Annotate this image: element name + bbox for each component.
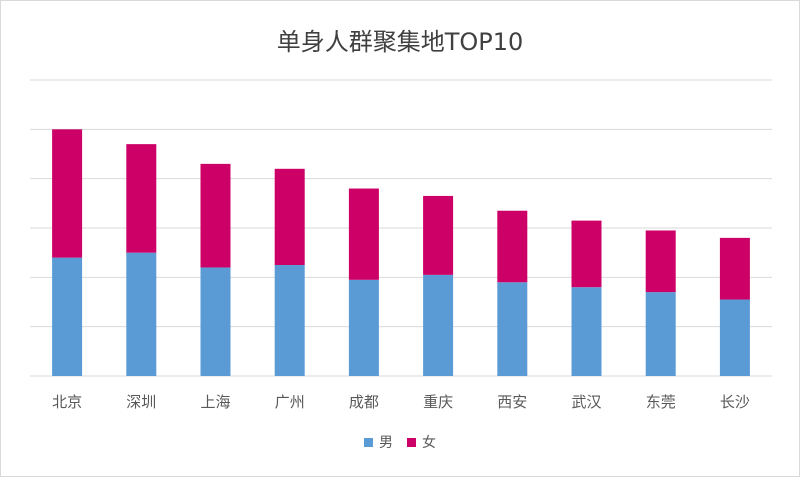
x-tick-label: 长沙 — [720, 393, 750, 411]
bar-segment-female-3 — [274, 168, 305, 265]
x-tick-label: 深圳 — [126, 393, 156, 411]
bar-segment-male-0 — [52, 257, 83, 376]
x-tick-label: 西安 — [497, 393, 527, 411]
bar-segment-male-1 — [126, 252, 157, 376]
bar-segment-male-2 — [200, 267, 231, 376]
bars — [52, 129, 750, 376]
chart-title: 单身人群聚集地TOP10 — [276, 28, 524, 56]
x-tick-label: 东莞 — [646, 393, 676, 411]
bar-segment-female-6 — [497, 210, 528, 283]
bar-segment-male-3 — [274, 265, 305, 376]
bar-segment-male-8 — [645, 292, 676, 376]
x-tick-label: 北京 — [52, 393, 82, 411]
legend-swatch-male — [364, 437, 373, 447]
bar-segment-female-0 — [52, 129, 83, 258]
x-tick-label: 成都 — [349, 393, 379, 411]
x-tick-label: 重庆 — [423, 393, 453, 411]
bar-segment-male-9 — [719, 299, 750, 376]
legend-item-female: 女 — [407, 432, 436, 452]
x-tick-label: 广州 — [275, 393, 305, 411]
bar-segment-male-4 — [348, 279, 379, 376]
bar-segment-male-7 — [571, 287, 602, 376]
bar-segment-female-2 — [200, 163, 231, 268]
bar-segment-female-5 — [423, 195, 454, 275]
bar-segment-female-1 — [126, 144, 157, 253]
x-tick-label: 上海 — [200, 393, 230, 411]
bar-segment-male-6 — [497, 282, 528, 376]
legend: 男 女 — [0, 432, 800, 452]
x-tick-label: 武汉 — [571, 393, 601, 411]
bar-segment-female-7 — [571, 220, 602, 288]
bar-segment-female-8 — [645, 230, 676, 293]
legend-item-male: 男 — [364, 432, 393, 452]
legend-label-male: 男 — [379, 435, 393, 451]
bar-segment-male-5 — [423, 274, 454, 376]
legend-label-female: 女 — [422, 435, 436, 451]
x-tick-labels: 北京 深圳 上海 广州 成都 重庆 西安 武汉 东莞 长沙 — [52, 393, 750, 411]
legend-swatch-female — [407, 437, 416, 447]
bar-segment-female-4 — [348, 188, 379, 280]
bar-segment-female-9 — [719, 237, 750, 300]
